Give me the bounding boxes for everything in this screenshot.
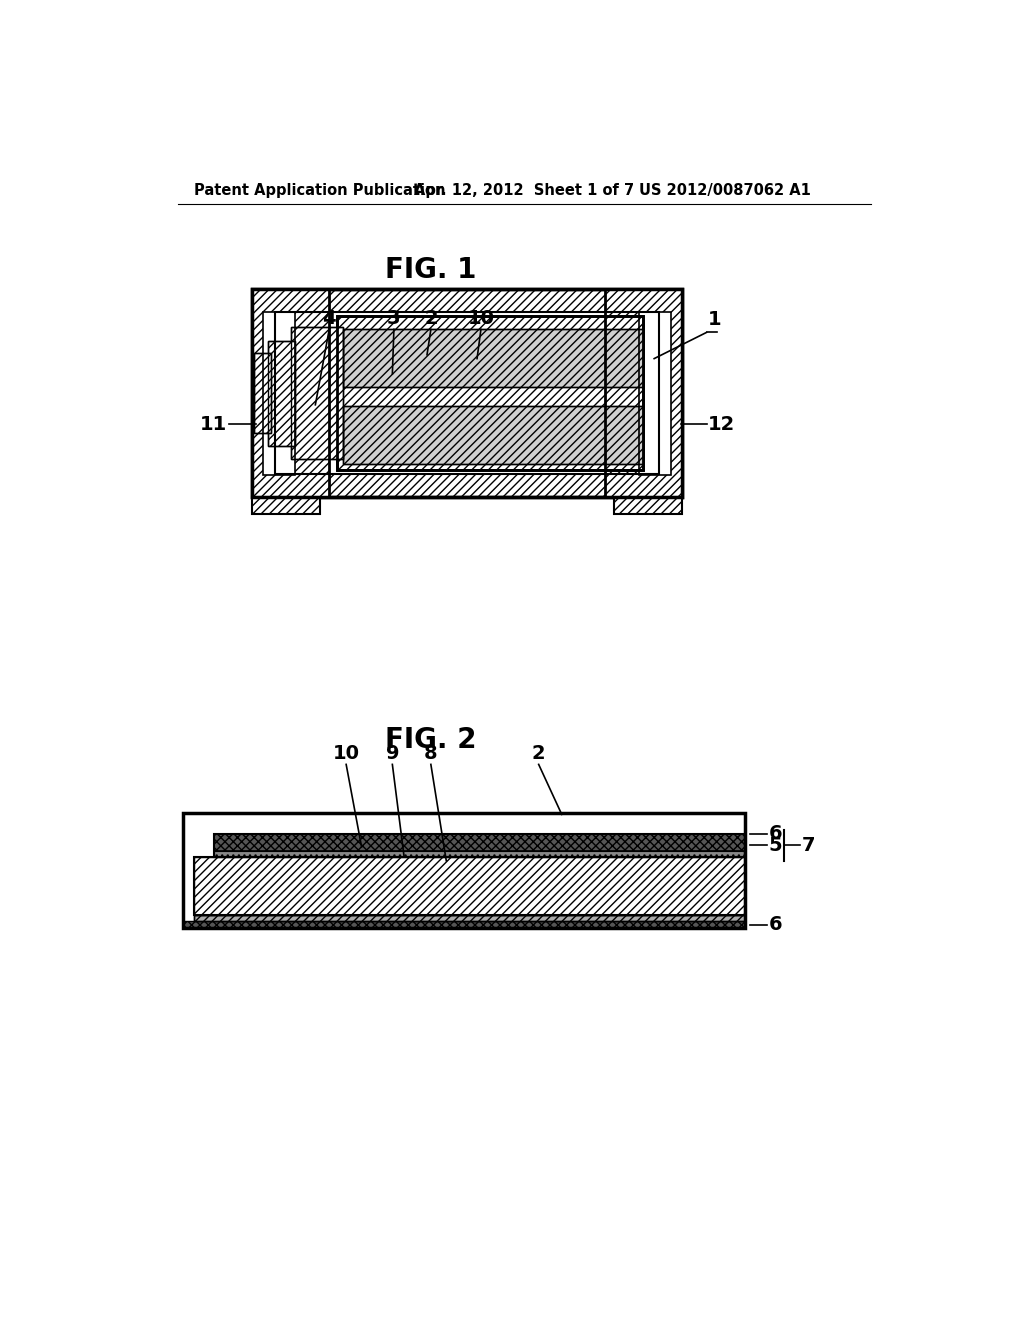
Text: FIG. 2: FIG. 2 — [385, 726, 476, 754]
Bar — [291, 327, 343, 459]
Bar — [252, 498, 319, 515]
Bar — [263, 312, 295, 475]
Text: 7: 7 — [802, 836, 815, 855]
Text: 12: 12 — [708, 414, 735, 433]
Text: US 2012/0087062 A1: US 2012/0087062 A1 — [639, 183, 811, 198]
Bar — [254, 354, 270, 433]
Bar — [252, 483, 330, 498]
Text: 10: 10 — [467, 309, 495, 327]
Bar — [343, 405, 643, 465]
Bar — [183, 813, 745, 928]
Bar — [252, 289, 682, 498]
Bar — [214, 834, 745, 850]
Bar — [267, 341, 295, 446]
Bar — [195, 915, 745, 921]
Bar — [252, 498, 319, 515]
Bar — [195, 915, 745, 921]
Text: 9: 9 — [386, 744, 399, 763]
Text: Apr. 12, 2012  Sheet 1 of 7: Apr. 12, 2012 Sheet 1 of 7 — [414, 183, 634, 198]
Bar — [252, 289, 330, 498]
Bar — [214, 834, 745, 857]
Text: 2: 2 — [531, 744, 546, 763]
Bar — [343, 329, 643, 387]
Bar — [254, 354, 270, 433]
Bar — [605, 483, 682, 498]
Text: 8: 8 — [424, 744, 437, 763]
Bar — [252, 289, 330, 304]
Bar — [252, 483, 330, 498]
Text: 10: 10 — [333, 744, 359, 763]
Bar — [252, 289, 682, 498]
Bar — [614, 498, 682, 515]
Bar — [337, 317, 643, 470]
Bar — [343, 405, 643, 465]
Bar — [183, 921, 745, 928]
Bar — [337, 317, 643, 470]
Bar — [214, 834, 745, 850]
Bar — [195, 857, 745, 915]
Text: 11: 11 — [200, 414, 226, 433]
Bar — [267, 341, 295, 446]
Text: 2: 2 — [424, 309, 437, 327]
Bar — [195, 857, 745, 915]
Bar — [275, 313, 658, 474]
Bar — [639, 312, 671, 475]
Bar — [343, 329, 643, 387]
Bar — [337, 317, 643, 470]
Bar — [605, 289, 682, 498]
Bar — [183, 921, 745, 928]
Bar — [291, 327, 343, 459]
Bar — [605, 289, 682, 304]
Text: 6: 6 — [769, 824, 782, 843]
Bar — [291, 327, 343, 459]
Text: FIG. 1: FIG. 1 — [385, 256, 476, 284]
Bar — [263, 312, 295, 475]
Bar — [267, 341, 295, 446]
Text: 1: 1 — [708, 310, 722, 330]
Bar — [195, 857, 745, 915]
Bar — [605, 483, 682, 498]
Bar — [639, 312, 671, 475]
Text: 3: 3 — [387, 309, 400, 327]
Bar — [252, 289, 682, 498]
Bar — [214, 850, 745, 857]
Bar — [252, 289, 330, 498]
Bar — [275, 313, 658, 474]
Bar — [605, 289, 682, 304]
Text: 4: 4 — [323, 309, 336, 327]
Bar — [252, 289, 330, 498]
Bar — [614, 498, 682, 515]
Text: 5: 5 — [769, 836, 782, 855]
Bar — [195, 915, 745, 921]
Bar — [343, 405, 643, 465]
Bar — [254, 354, 270, 433]
Text: Patent Application Publication: Patent Application Publication — [194, 183, 445, 198]
Bar — [605, 289, 682, 498]
Bar — [343, 329, 643, 387]
Bar — [252, 289, 330, 304]
Bar — [605, 289, 682, 498]
Bar — [214, 850, 745, 857]
Text: 6: 6 — [769, 915, 782, 935]
